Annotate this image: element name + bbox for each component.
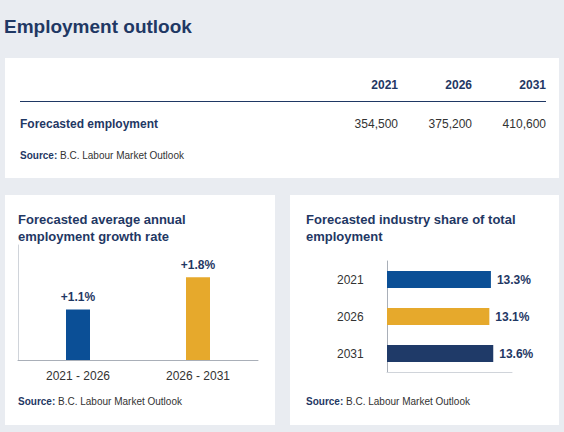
svg-text:2026 - 2031: 2026 - 2031 [166, 369, 230, 383]
html-text:2031: 2031 [519, 78, 546, 92]
svg-text:2021 - 2026: 2021 - 2026 [46, 369, 110, 383]
svg-text:2021: 2021 [337, 273, 364, 287]
html-text:Forecasted employment: Forecasted employment [20, 117, 158, 131]
html-text:Forecasted industry share of t: Forecasted industry share of total emplo… [306, 212, 516, 244]
svg-text:13.1%: 13.1% [495, 310, 529, 324]
svg-text:+1.8%: +1.8% [181, 258, 216, 272]
svg-text:13.3%: 13.3% [497, 273, 531, 287]
svg-text:2031: 2031 [337, 347, 364, 361]
svg-text:13.6%: 13.6% [499, 347, 533, 361]
html-text:Employment outlook: Employment outlook [4, 16, 192, 37]
html-text:354,500: 354,500 [354, 117, 398, 131]
html-text:Source: B.C. Labour Market Out: Source: B.C. Labour Market Outlook [18, 396, 182, 407]
html-text:Forecasted average annual empl: Forecasted average annual employment gro… [18, 212, 186, 244]
svg-text:+1.1%: +1.1% [61, 290, 96, 304]
html-text:Source: B.C. Labour Market Out: Source: B.C. Labour Market Outlook [20, 150, 184, 161]
html-text:410,600: 410,600 [502, 117, 546, 131]
html-text:Source: B.C. Labour Market Out: Source: B.C. Labour Market Outlook [306, 396, 470, 407]
html-text:2021: 2021 [371, 78, 398, 92]
html-text:375,200: 375,200 [428, 117, 472, 131]
svg-text:2026: 2026 [337, 310, 364, 324]
html-text:2026: 2026 [445, 78, 472, 92]
